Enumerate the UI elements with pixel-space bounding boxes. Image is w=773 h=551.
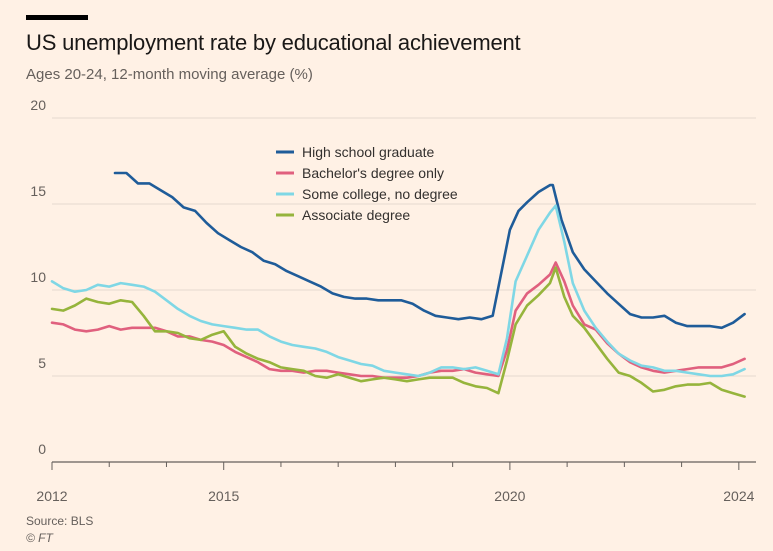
x-tick-label: 2015 — [208, 488, 239, 504]
source-note: Source: BLS — [26, 514, 94, 528]
legend-label: High school graduate — [302, 144, 435, 160]
gridlines — [52, 117, 756, 463]
legend-label: Associate degree — [302, 207, 410, 223]
y-tick-label: 15 — [30, 183, 46, 199]
x-tick-label: 2020 — [494, 488, 525, 504]
credit-note: © FT — [26, 531, 53, 545]
y-tick-label: 5 — [38, 355, 46, 371]
y-tick-label: 10 — [30, 269, 46, 285]
x-tick-label: 2024 — [723, 488, 754, 504]
x-tick-label: 2012 — [36, 488, 67, 504]
chart-title: US unemployment rate by educational achi… — [26, 30, 521, 55]
ft-top-rule — [26, 15, 88, 20]
legend: High school graduate Bachelor's degree on… — [276, 144, 458, 223]
x-axis: 2012 2015 2020 2024 — [36, 462, 755, 504]
y-tick-label: 0 — [38, 441, 46, 457]
series-line-bachelor-s-degree-only — [50, 261, 746, 380]
series-lines — [50, 171, 746, 398]
legend-label: Some college, no degree — [302, 186, 458, 202]
y-axis-labels: 0 5 10 15 20 — [30, 97, 46, 457]
y-tick-label: 20 — [30, 97, 46, 113]
series-line-some-college-no-degree — [50, 204, 746, 378]
series-line-high-school-graduate — [113, 171, 746, 330]
chart-subtitle: Ages 20-24, 12-month moving average (%) — [26, 66, 313, 83]
legend-label: Bachelor's degree only — [302, 165, 444, 181]
series-line-associate-degree — [50, 266, 746, 398]
